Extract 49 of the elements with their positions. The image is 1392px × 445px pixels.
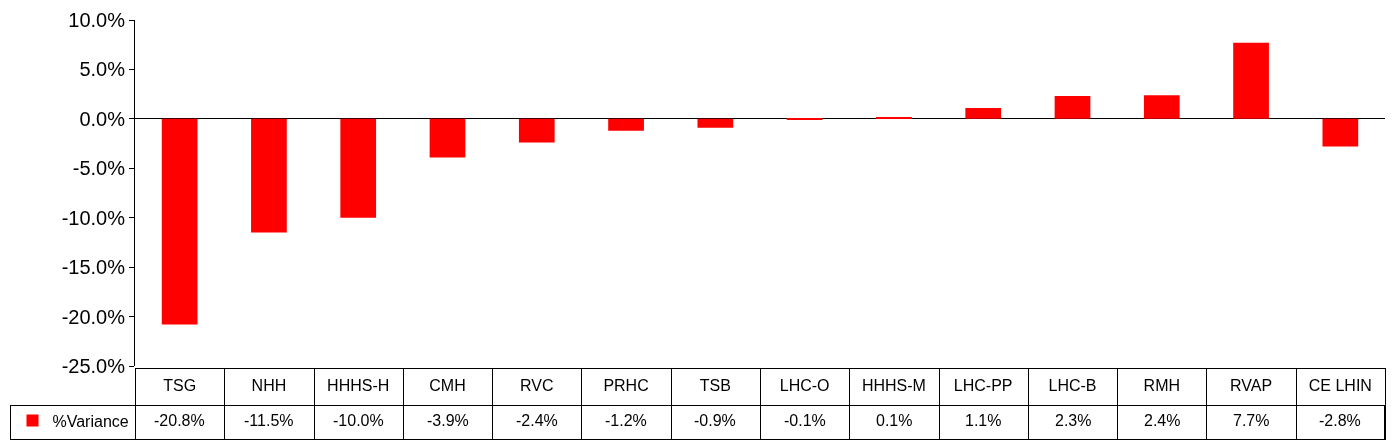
legend-label: %Variance: [52, 412, 129, 430]
y-tick-label: 10.0%: [68, 9, 126, 31]
x-tick-label: RVAP: [1230, 377, 1273, 394]
data-label: -1.2%: [605, 412, 647, 429]
x-tick-label: TSB: [699, 377, 731, 394]
y-tick-label: 0.0%: [79, 107, 126, 130]
bar: [697, 118, 734, 128]
x-tick-label: LHC-O: [779, 377, 830, 394]
x-tick-label: RVC: [520, 377, 554, 394]
x-tick-label: CMH: [429, 377, 466, 394]
bar: [518, 118, 555, 143]
data-label: -3.9%: [427, 412, 469, 429]
bar: [1322, 118, 1359, 147]
x-tick-label: NHH: [251, 377, 287, 394]
data-label: -2.4%: [516, 412, 558, 429]
data-label: -20.8%: [154, 412, 205, 429]
bar: [161, 118, 198, 325]
bar: [1233, 42, 1269, 119]
bar: [608, 118, 644, 131]
data-label: -10.0%: [333, 412, 384, 429]
bar: [340, 118, 377, 218]
data-label: 1.1%: [965, 412, 1002, 429]
y-tick-label: -15.0%: [61, 256, 126, 279]
x-tick-label: TSG: [163, 377, 197, 394]
y-tick-label: -25.0%: [61, 355, 126, 377]
x-tick-label: RMH: [1143, 377, 1181, 394]
bar: [1143, 95, 1180, 119]
data-label: -0.9%: [694, 412, 736, 429]
data-label: -0.1%: [784, 412, 826, 429]
x-tick-label: HHHS-H: [327, 377, 390, 394]
bar: [429, 118, 466, 158]
y-tick-label: -20.0%: [61, 305, 126, 328]
x-tick-label: HHHS-M: [861, 377, 926, 394]
data-label: 7.7%: [1233, 412, 1270, 429]
y-tick-label: 5.0%: [79, 58, 126, 81]
bar: [1054, 96, 1091, 119]
data-label: 0.1%: [876, 412, 913, 429]
x-tick-label: PRHC: [603, 377, 649, 394]
y-tick-label: -5.0%: [72, 157, 126, 180]
bar: [251, 118, 287, 233]
bar: [965, 107, 1002, 119]
data-label: 2.3%: [1055, 412, 1092, 429]
x-tick-label: CE LHIN: [1308, 377, 1372, 394]
x-tick-label: LHC-PP: [953, 377, 1013, 394]
data-label: -2.8%: [1319, 412, 1361, 429]
data-label: -11.5%: [244, 412, 294, 429]
y-tick-label: -10.0%: [61, 206, 126, 229]
data-label: 2.4%: [1144, 412, 1181, 429]
x-tick-label: LHC-B: [1048, 377, 1097, 394]
